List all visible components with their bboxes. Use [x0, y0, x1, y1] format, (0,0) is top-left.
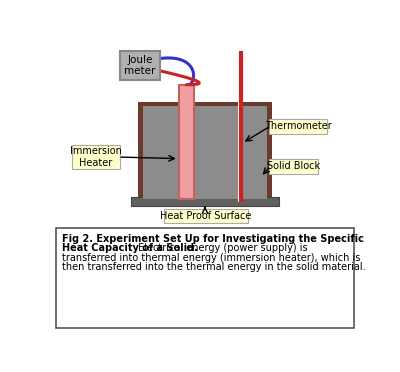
FancyBboxPatch shape [72, 145, 120, 169]
Text: transferred into thermal energy (immersion heater), which is: transferred into thermal energy (immersi… [62, 253, 360, 263]
Text: Fig 2. Experiment Set Up for Investigating the Specific: Fig 2. Experiment Set Up for Investigati… [62, 234, 364, 244]
Bar [238, 51, 243, 202]
FancyBboxPatch shape [120, 51, 160, 80]
Text: Immersion
Heater: Immersion Heater [70, 146, 122, 168]
FancyBboxPatch shape [268, 158, 318, 174]
Bar [179, 85, 194, 199]
Bar [143, 106, 267, 199]
Text: Joule
meter: Joule meter [124, 55, 156, 76]
Text: Heat Proof Surface: Heat Proof Surface [160, 211, 252, 221]
Bar [131, 197, 279, 206]
FancyBboxPatch shape [268, 119, 328, 134]
Text: Thermometer: Thermometer [265, 121, 331, 131]
Bar [138, 102, 272, 203]
Text: Heat Capacity of a Solid.: Heat Capacity of a Solid. [62, 243, 198, 253]
Text: Solid Block: Solid Block [267, 161, 320, 171]
Text: then transferred into the thermal energy in the solid material.: then transferred into the thermal energy… [62, 262, 365, 272]
FancyBboxPatch shape [164, 209, 248, 223]
FancyBboxPatch shape [56, 228, 354, 328]
Text: Electrical energy (power supply) is: Electrical energy (power supply) is [135, 243, 308, 253]
